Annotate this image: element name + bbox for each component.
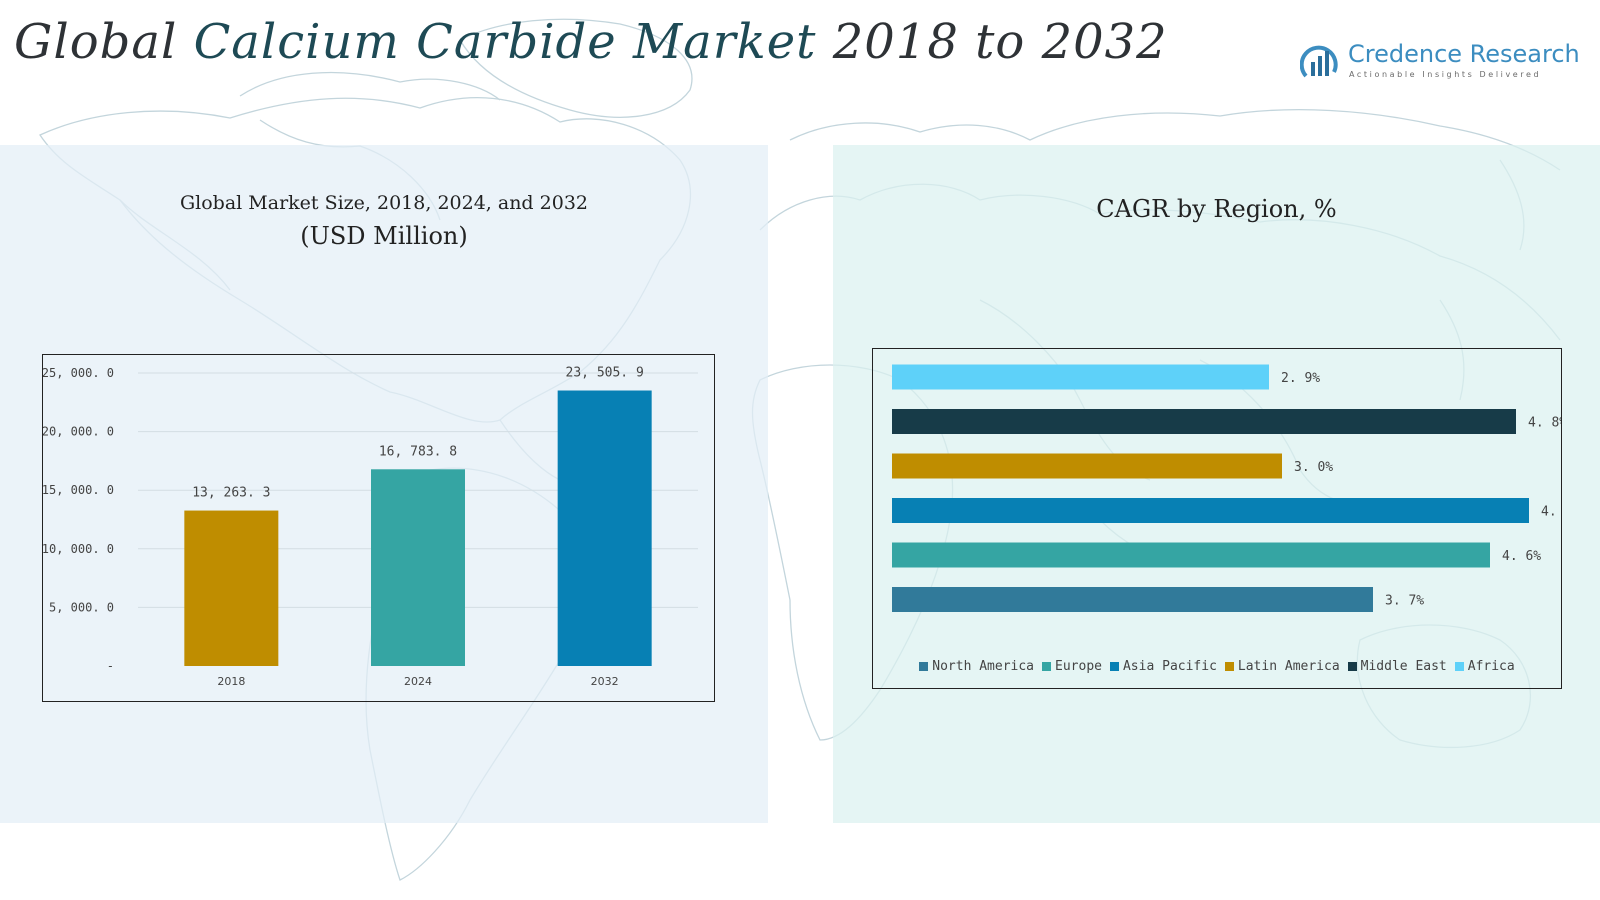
data-label: 2. 9%	[1281, 371, 1320, 386]
market-size-chart-title: Global Market Size, 2018, 2024, and 2032	[179, 192, 588, 214]
data-label: 4. 9%	[1541, 505, 1561, 520]
data-label: 4. 8%	[1528, 416, 1561, 431]
bar-2018	[184, 510, 279, 666]
y-tick-label: 25, 000. 0	[43, 366, 114, 380]
y-tick-label: 10, 000. 0	[43, 542, 114, 556]
data-label: 13, 263. 3	[192, 486, 270, 501]
legend-item: Africa	[1454, 659, 1515, 674]
y-tick-label: -	[107, 659, 114, 673]
y-tick-label: 15, 000. 0	[43, 483, 114, 497]
legend-label: Asia Pacific	[1122, 659, 1217, 674]
bar-2032	[557, 390, 652, 666]
x-tick-label: 2018	[217, 675, 245, 688]
logo-name: Credence Research	[1348, 40, 1580, 68]
legend-label: Africa	[1467, 659, 1515, 674]
title-part-years: 2018 to 2032	[832, 14, 1168, 70]
title-part-market: Calcium Carbide Market	[193, 14, 817, 70]
x-tick-label: 2032	[591, 675, 619, 688]
legend-swatch	[1454, 662, 1464, 671]
legend-swatch	[1347, 662, 1357, 671]
legend-label: Europe	[1055, 659, 1102, 674]
legend-item: Europe	[1042, 659, 1102, 674]
bar-2024	[371, 469, 465, 666]
title-part-global: Global	[14, 14, 178, 70]
legend-swatch	[1224, 662, 1234, 671]
market-size-plot: - 5, 000. 0 10, 000. 0 15, 000. 0 20, 000. 0…	[43, 366, 698, 688]
legend-item: Latin America	[1224, 659, 1340, 674]
bar-middle-east	[892, 409, 1516, 434]
market-size-chart-subtitle: (USD Million)	[300, 222, 468, 250]
cagr-chart-title: CAGR by Region, %	[1096, 195, 1337, 223]
cagr-plot: 2. 9% 4. 8% 3. 0% 4. 9% 4. 6% 3. 7%	[892, 364, 1561, 612]
logo-bars-icon	[1300, 45, 1338, 78]
bar-europe	[892, 542, 1490, 568]
legend-label: North America	[932, 659, 1035, 674]
credence-research-logo: Credence Research Actionable Insights De…	[1300, 40, 1590, 88]
page-title: Global Calcium Carbide Market 2018 to 20…	[14, 14, 1168, 70]
legend-item: North America	[919, 659, 1034, 674]
cagr-legend: North America Europe Asia Pacific Latin Ame…	[873, 659, 1561, 674]
market-size-chart: - 5, 000. 0 10, 000. 0 15, 000. 0 20, 000. 0…	[42, 354, 715, 702]
y-tick-label: 20, 000. 0	[43, 425, 114, 439]
x-tick-label: 2024	[404, 675, 432, 688]
bar-africa	[892, 364, 1269, 390]
data-label: 16, 783. 8	[379, 444, 457, 459]
bar-latin-america	[892, 453, 1282, 479]
bar-north-america	[892, 587, 1373, 612]
cagr-chart: 2. 9% 4. 8% 3. 0% 4. 9% 4. 6% 3. 7% North Ame…	[872, 348, 1562, 689]
data-label: 3. 0%	[1294, 460, 1333, 475]
data-label: 4. 6%	[1502, 549, 1541, 564]
data-label: 3. 7%	[1385, 594, 1424, 609]
legend-swatch	[919, 662, 929, 671]
legend-item: Asia Pacific	[1109, 659, 1217, 674]
legend-label: Middle East	[1360, 659, 1447, 674]
data-label: 23, 505. 9	[566, 366, 644, 381]
y-tick-label: 5, 000. 0	[49, 600, 114, 614]
logo-tagline: Actionable Insights Delivered	[1349, 70, 1542, 79]
cagr-panel	[833, 145, 1600, 823]
bar-asia-pacific	[892, 498, 1529, 523]
legend-swatch	[1109, 662, 1119, 671]
legend-label: Latin America	[1237, 659, 1340, 674]
legend-swatch	[1042, 662, 1052, 671]
legend-item: Middle East	[1347, 659, 1447, 674]
